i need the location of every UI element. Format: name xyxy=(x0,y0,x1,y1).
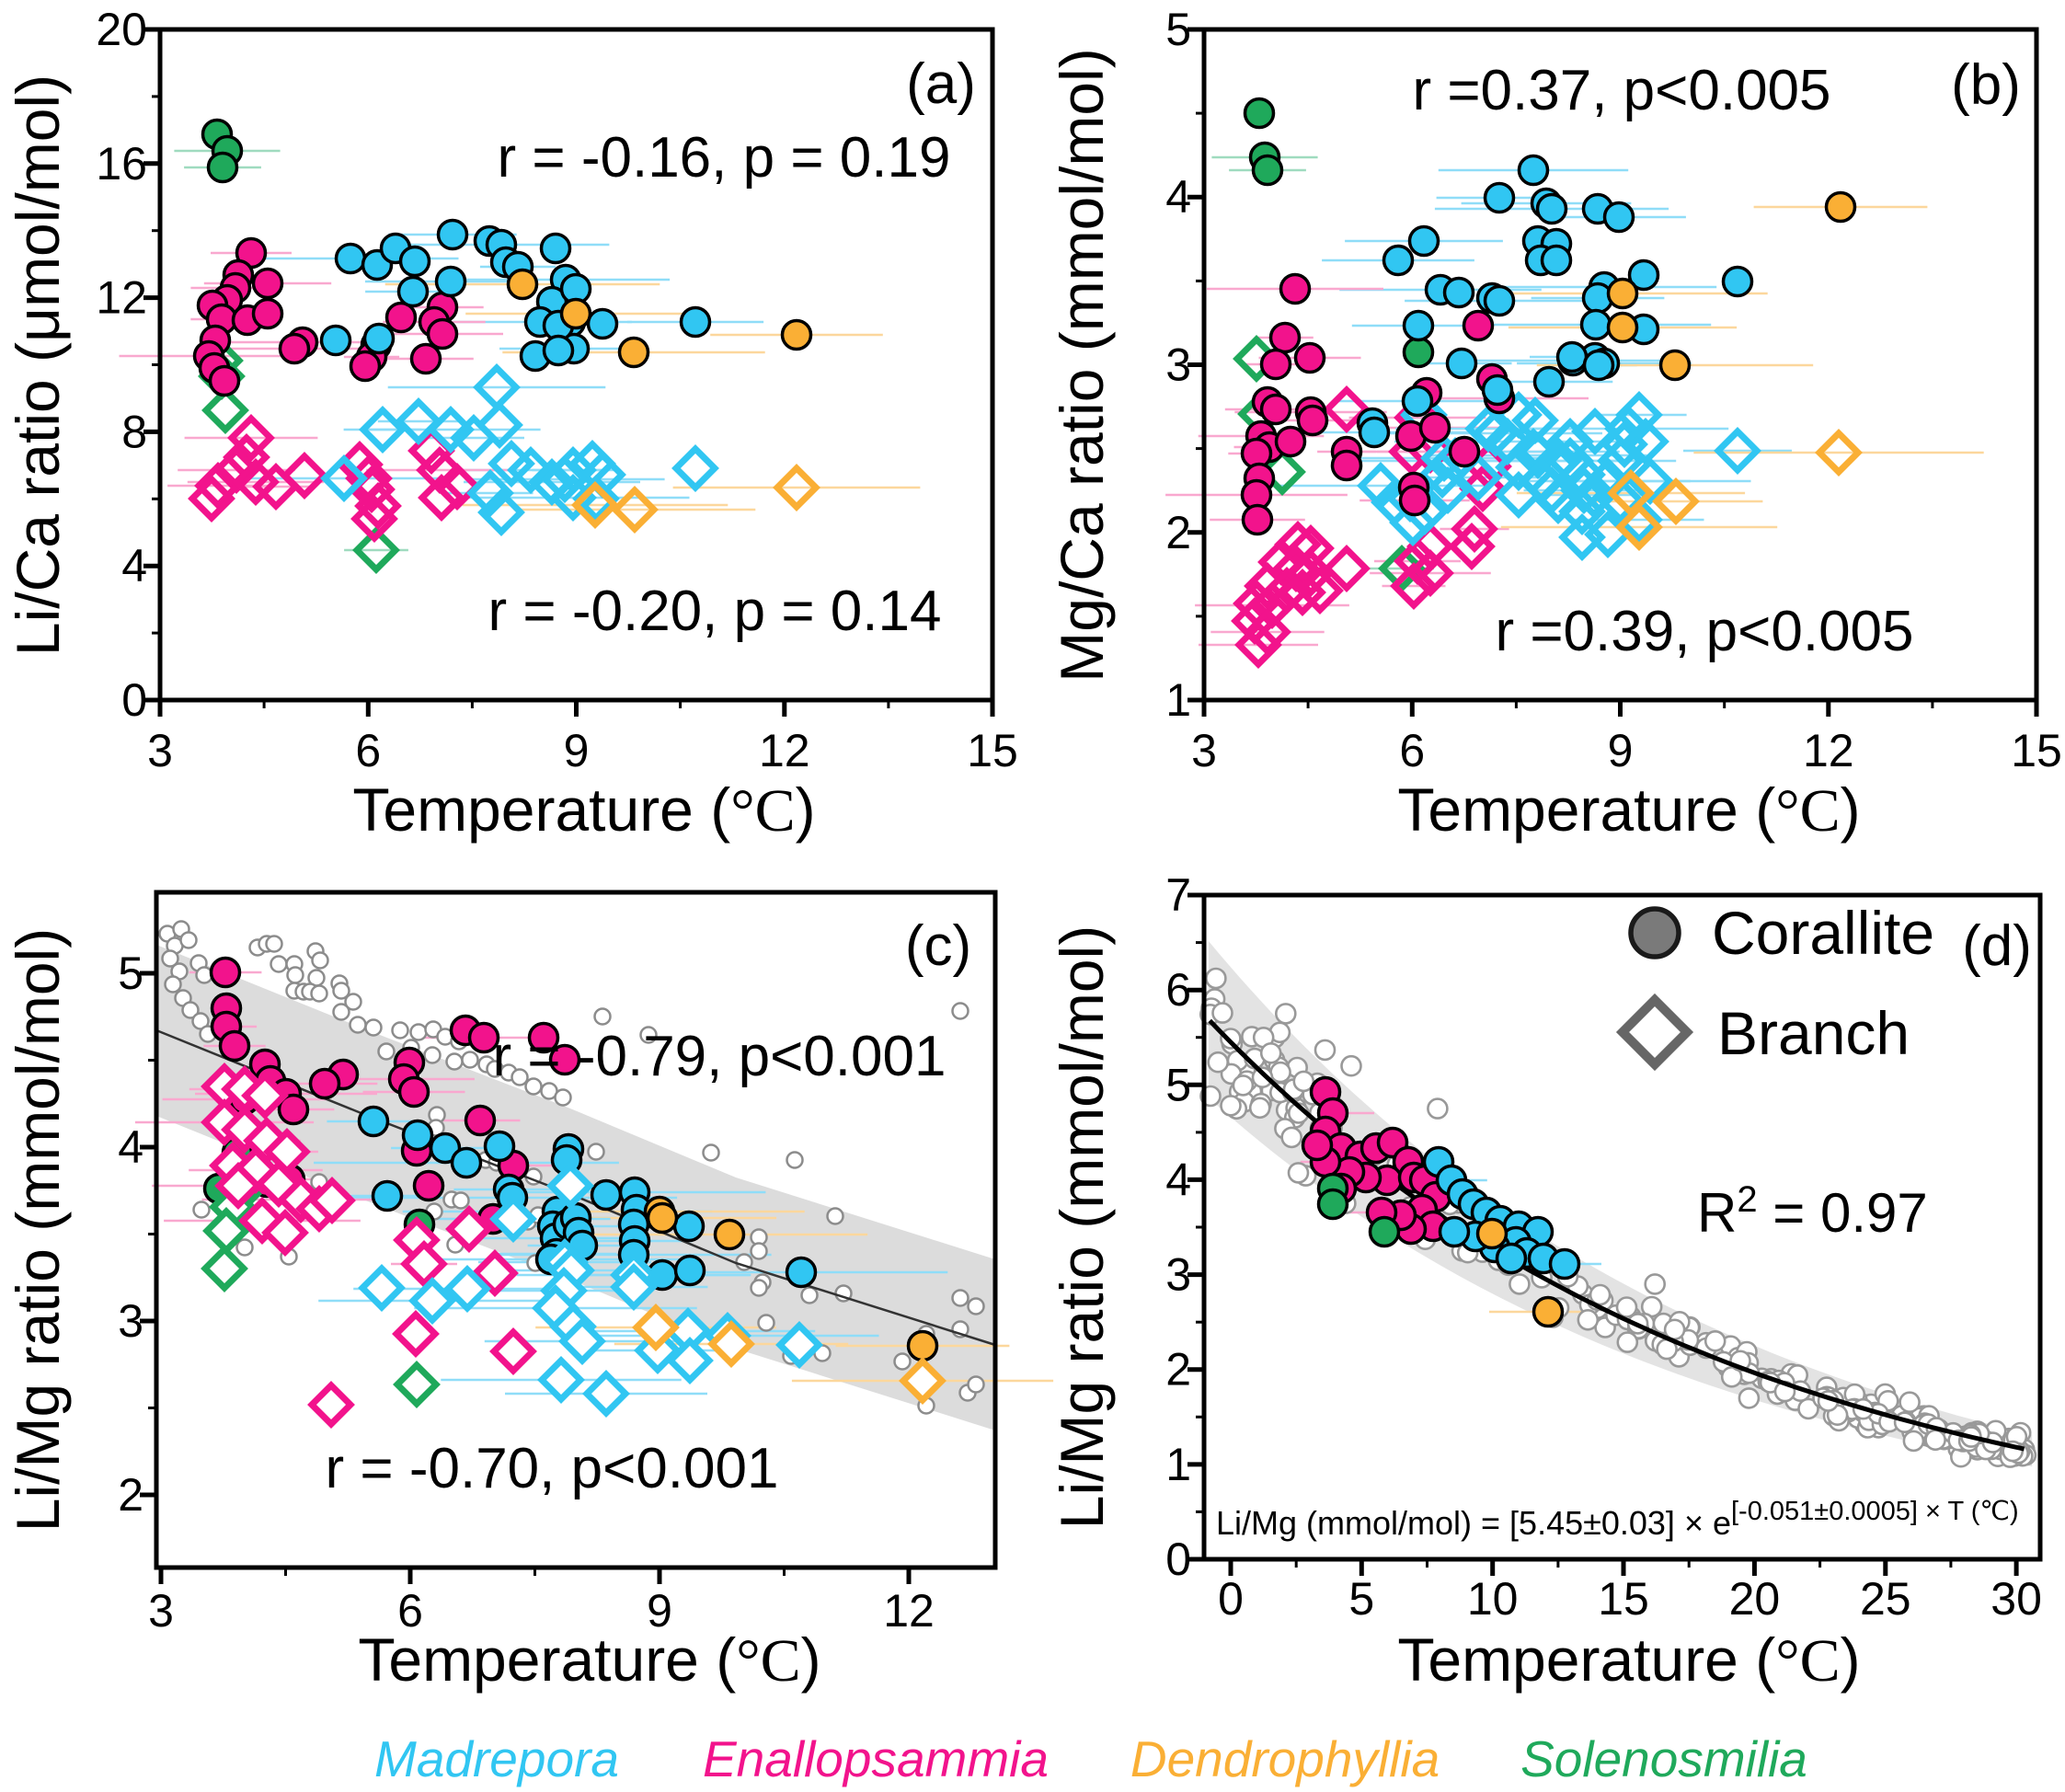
svg-text:0: 0 xyxy=(1165,1534,1191,1585)
svg-text:0: 0 xyxy=(121,674,147,726)
svg-text:Madrepora: Madrepora xyxy=(374,1730,619,1787)
svg-text:4: 4 xyxy=(121,540,147,592)
svg-text:Temperature (°C): Temperature (°C) xyxy=(352,775,815,844)
svg-text:3: 3 xyxy=(147,725,173,776)
svg-text:9: 9 xyxy=(1608,725,1634,776)
svg-text:r = -0.20, p = 0.14: r = -0.20, p = 0.14 xyxy=(488,580,942,643)
svg-text:Dendrophyllia: Dendrophyllia xyxy=(1130,1730,1440,1787)
svg-text:4: 4 xyxy=(118,1121,143,1173)
svg-text:4: 4 xyxy=(1165,1154,1191,1205)
svg-text:16: 16 xyxy=(96,138,147,190)
svg-text:3: 3 xyxy=(1165,1249,1191,1301)
svg-text:R2 = 0.97: R2 = 0.97 xyxy=(1697,1179,1928,1244)
svg-text:12: 12 xyxy=(1803,725,1854,776)
svg-text:Temperature (°C): Temperature (°C) xyxy=(358,1625,820,1694)
svg-text:1: 1 xyxy=(1165,1439,1191,1490)
svg-text:25: 25 xyxy=(1860,1573,1911,1625)
svg-text:Temperature (°C): Temperature (°C) xyxy=(1397,1625,1860,1694)
svg-text:3: 3 xyxy=(118,1295,143,1347)
svg-text:3: 3 xyxy=(1191,725,1217,776)
svg-text:6: 6 xyxy=(397,1585,423,1637)
svg-text:Mg/Ca ratio (mmol/mol): Mg/Ca ratio (mmol/mol) xyxy=(1048,48,1116,682)
svg-text:r =0.39, p<0.005: r =0.39, p<0.005 xyxy=(1495,600,1913,663)
svg-text:8: 8 xyxy=(121,406,147,457)
svg-text:2: 2 xyxy=(1165,1344,1191,1396)
svg-text:15: 15 xyxy=(2011,725,2062,776)
svg-text:20: 20 xyxy=(1729,1573,1781,1625)
svg-text:5: 5 xyxy=(118,948,143,999)
svg-text:12: 12 xyxy=(96,272,147,324)
svg-text:6: 6 xyxy=(355,725,381,776)
svg-text:Corallite: Corallite xyxy=(1712,899,1934,967)
svg-text:7: 7 xyxy=(1165,869,1191,921)
svg-text:(c): (c) xyxy=(905,914,971,978)
svg-text:r =0.37, p<0.005: r =0.37, p<0.005 xyxy=(1412,59,1830,122)
svg-text:r = -0.70, p<0.001: r = -0.70, p<0.001 xyxy=(326,1437,779,1500)
svg-text:Solenosmilia: Solenosmilia xyxy=(1520,1730,1807,1787)
svg-text:15: 15 xyxy=(967,725,1018,776)
svg-text:r = -0.16, p = 0.19: r = -0.16, p = 0.19 xyxy=(498,126,951,190)
svg-text:(d): (d) xyxy=(1962,914,2032,978)
svg-text:3: 3 xyxy=(148,1585,174,1637)
svg-text:Li/Ca ratio (μmol/mol): Li/Ca ratio (μmol/mol) xyxy=(4,75,72,656)
svg-text:Li/Mg ratio (mmol/mol): Li/Mg ratio (mmol/mol) xyxy=(1048,925,1116,1529)
svg-text:(a): (a) xyxy=(906,52,976,116)
svg-text:12: 12 xyxy=(759,725,810,776)
svg-text:Branch: Branch xyxy=(1717,999,1910,1067)
svg-text:1: 1 xyxy=(1165,674,1191,726)
svg-text:Enallopsammia: Enallopsammia xyxy=(703,1730,1049,1787)
svg-text:5: 5 xyxy=(1348,1573,1374,1625)
svg-text:5: 5 xyxy=(1165,4,1191,55)
svg-text:30: 30 xyxy=(1990,1573,2042,1625)
svg-text:12: 12 xyxy=(883,1585,935,1637)
svg-text:(b): (b) xyxy=(1951,53,2021,117)
svg-text:6: 6 xyxy=(1165,964,1191,1016)
svg-text:6: 6 xyxy=(1399,725,1425,776)
svg-text:Li/Mg ratio (mmol/mol): Li/Mg ratio (mmol/mol) xyxy=(4,928,72,1532)
svg-text:4: 4 xyxy=(1165,171,1191,223)
svg-text:10: 10 xyxy=(1467,1573,1519,1625)
svg-text:15: 15 xyxy=(1598,1573,1649,1625)
svg-text:Li/Mg (mmol/mol) = [5.45±0.03]: Li/Mg (mmol/mol) = [5.45±0.03] × e[-0.05… xyxy=(1216,1497,2019,1542)
svg-text:20: 20 xyxy=(96,4,147,55)
svg-text:5: 5 xyxy=(1165,1059,1191,1110)
svg-text:9: 9 xyxy=(564,725,590,776)
svg-text:2: 2 xyxy=(1165,507,1191,558)
svg-text:0: 0 xyxy=(1218,1573,1244,1625)
svg-text:2: 2 xyxy=(118,1469,143,1521)
svg-text:9: 9 xyxy=(647,1585,672,1637)
svg-text:r = -0.79, p<0.001: r = -0.79, p<0.001 xyxy=(493,1025,946,1088)
svg-text:Temperature (°C): Temperature (°C) xyxy=(1397,775,1860,844)
svg-text:3: 3 xyxy=(1165,339,1191,391)
